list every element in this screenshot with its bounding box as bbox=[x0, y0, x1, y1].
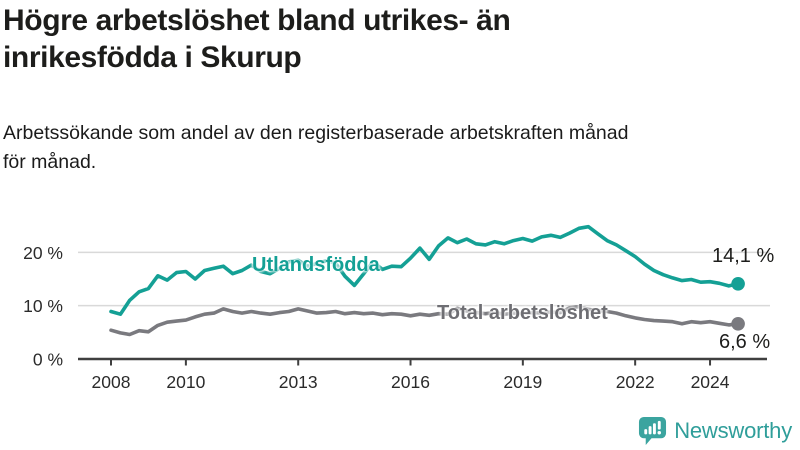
x-axis-label: 2008 bbox=[92, 372, 131, 392]
chart-subtitle-line2: för månad. bbox=[3, 151, 97, 173]
x-axis-label: 2024 bbox=[691, 372, 730, 392]
x-axis-label: 2016 bbox=[391, 372, 430, 392]
series-line-utlandsfodda bbox=[109, 224, 740, 317]
newsworthy-logo: Newsworthy bbox=[638, 416, 792, 446]
newsworthy-icon bbox=[639, 416, 667, 446]
series-label-total-arbetsloshet: Total arbetslöshet bbox=[437, 302, 608, 324]
y-axis-label: 20 % bbox=[23, 243, 63, 263]
series-end-dot-utlandsfodda bbox=[731, 277, 745, 291]
x-axis-label: 2019 bbox=[503, 372, 542, 392]
page-title-line1: Högre arbetslöshet bland utrikes- än bbox=[3, 4, 511, 37]
y-axis-label: 10 % bbox=[23, 296, 63, 316]
x-axis-label: 2022 bbox=[616, 372, 655, 392]
chart-subtitle-line1: Arbetssökande som andel av den registerb… bbox=[3, 122, 629, 144]
chart-subtitle: Arbetssökande som andel av den registerb… bbox=[3, 119, 773, 177]
end-value-utlandsfodda: 14,1 % bbox=[712, 245, 775, 267]
series-line-total bbox=[109, 304, 740, 337]
newsworthy-wordmark: Newsworthy bbox=[674, 418, 792, 443]
page-title: Högre arbetslöshet bland utrikes- än inr… bbox=[3, 2, 703, 76]
x-axis-label: 2010 bbox=[166, 372, 205, 392]
page-title-line2: inrikesfödda i Skurup bbox=[3, 41, 302, 74]
series-end-dot-total bbox=[731, 317, 745, 331]
y-axis-label: 0 % bbox=[33, 350, 63, 370]
end-value-total-arbetsloshet: 6,6 % bbox=[719, 331, 771, 353]
x-axis-label: 2013 bbox=[279, 372, 318, 392]
series-label-utlandsfodda: Utlandsfödda bbox=[252, 254, 380, 276]
